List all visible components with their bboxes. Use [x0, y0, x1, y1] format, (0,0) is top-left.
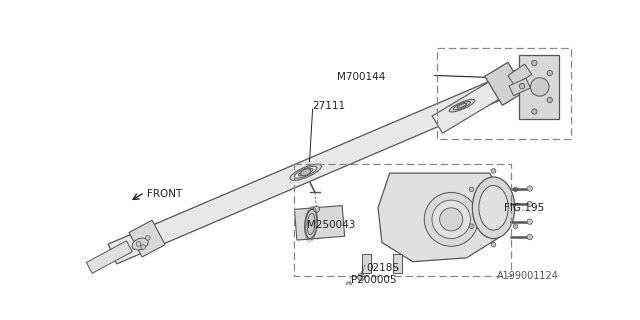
- Circle shape: [547, 70, 552, 76]
- Circle shape: [532, 109, 537, 114]
- Circle shape: [145, 236, 150, 240]
- Polygon shape: [129, 220, 165, 257]
- Text: FRONT: FRONT: [147, 189, 182, 199]
- Circle shape: [527, 219, 532, 224]
- Ellipse shape: [294, 166, 317, 178]
- Polygon shape: [378, 173, 501, 262]
- Circle shape: [532, 60, 537, 66]
- Text: FIG.195: FIG.195: [504, 203, 544, 213]
- Circle shape: [136, 242, 141, 246]
- Polygon shape: [108, 61, 544, 264]
- Circle shape: [527, 234, 532, 240]
- Ellipse shape: [472, 177, 515, 239]
- Circle shape: [346, 282, 351, 287]
- Ellipse shape: [305, 209, 317, 238]
- Ellipse shape: [449, 100, 475, 112]
- Polygon shape: [432, 80, 502, 133]
- Polygon shape: [485, 62, 525, 105]
- Ellipse shape: [307, 213, 315, 235]
- Circle shape: [547, 97, 552, 103]
- Ellipse shape: [531, 78, 549, 96]
- Circle shape: [513, 187, 518, 192]
- Circle shape: [527, 201, 532, 207]
- Circle shape: [527, 186, 532, 191]
- Circle shape: [513, 224, 518, 228]
- Bar: [437, 48, 570, 139]
- Polygon shape: [294, 205, 344, 240]
- Bar: [294, 164, 511, 276]
- Circle shape: [469, 224, 474, 228]
- Circle shape: [358, 274, 365, 281]
- Ellipse shape: [432, 200, 470, 239]
- Circle shape: [519, 84, 525, 89]
- Polygon shape: [362, 254, 371, 273]
- Ellipse shape: [440, 208, 463, 231]
- Ellipse shape: [298, 169, 313, 176]
- Text: 0218S: 0218S: [367, 263, 399, 273]
- Ellipse shape: [301, 169, 311, 176]
- Polygon shape: [519, 55, 559, 119]
- Text: 27111: 27111: [312, 101, 346, 111]
- Ellipse shape: [290, 164, 321, 180]
- Polygon shape: [509, 78, 531, 96]
- Ellipse shape: [424, 192, 478, 246]
- Polygon shape: [508, 64, 532, 86]
- Ellipse shape: [479, 186, 508, 230]
- Text: M700144: M700144: [337, 72, 386, 82]
- Circle shape: [469, 187, 474, 192]
- Ellipse shape: [132, 238, 148, 250]
- Text: M250043: M250043: [307, 220, 356, 230]
- Polygon shape: [393, 254, 402, 273]
- Ellipse shape: [453, 101, 470, 110]
- Circle shape: [492, 169, 496, 173]
- Ellipse shape: [457, 103, 467, 108]
- Circle shape: [141, 245, 145, 249]
- Text: A199001124: A199001124: [497, 271, 559, 281]
- Circle shape: [492, 242, 496, 247]
- Text: P200005: P200005: [351, 275, 397, 285]
- Polygon shape: [86, 241, 132, 273]
- Circle shape: [314, 206, 319, 212]
